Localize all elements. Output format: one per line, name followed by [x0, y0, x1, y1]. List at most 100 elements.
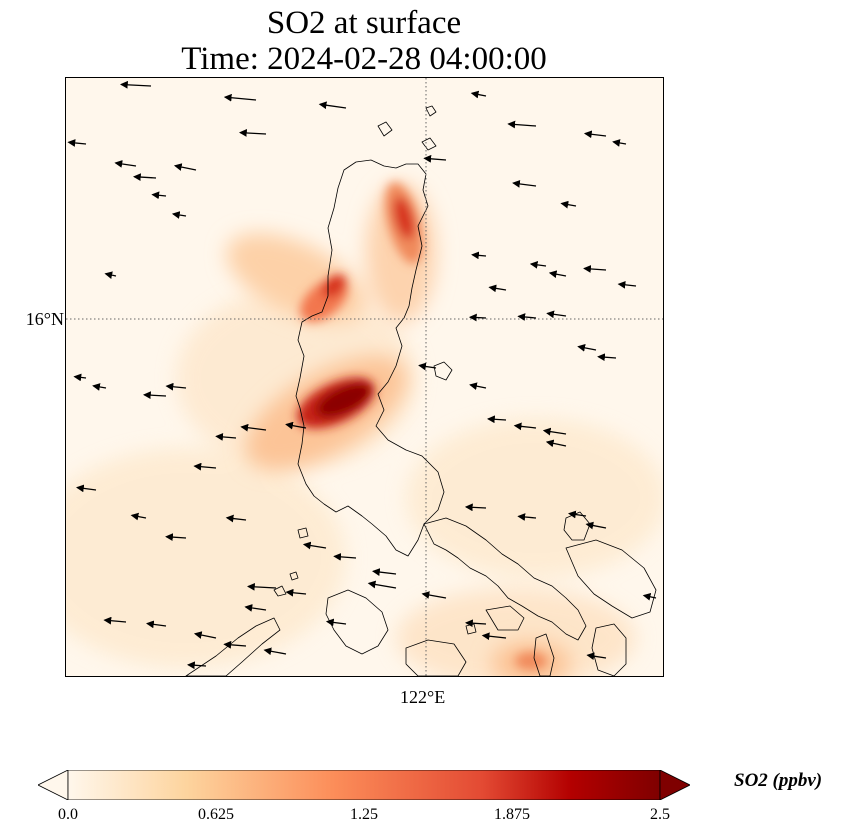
leyte-island: [591, 623, 627, 676]
wind-arrow: [133, 173, 157, 181]
wind-arrow: [193, 462, 217, 471]
wind-arrow: [151, 191, 167, 200]
coastlines: [185, 105, 657, 676]
polillo-island: [433, 361, 453, 381]
wind-arrow: [114, 160, 137, 168]
wind-arrow: [517, 513, 537, 521]
colorbar-tick-4: 2.5: [650, 806, 670, 823]
colorbar-extend-min: [38, 770, 69, 800]
wind-arrow: [512, 180, 537, 188]
wind-arrow: [103, 616, 127, 625]
wind-arrow: [263, 647, 287, 656]
colorbar-extend-max: [659, 770, 690, 800]
wind-arrow: [470, 90, 487, 99]
colorbar-tick-0: 0.0: [58, 806, 78, 823]
wind-arrow: [187, 661, 207, 670]
colorbar-label: SO2 (ppbv): [734, 770, 823, 791]
map-canvas: [66, 78, 663, 676]
cebu-island: [533, 633, 555, 676]
wind-arrow: [225, 514, 247, 523]
panay-island: [405, 639, 467, 676]
wind-arrow: [171, 211, 187, 219]
wind-arrow: [617, 280, 637, 289]
wind-arrow: [545, 439, 567, 448]
colorbar-gradient: [67, 770, 661, 800]
wind-arrow: [568, 510, 587, 519]
wind-arrow: [92, 383, 107, 391]
wind-arrow: [367, 580, 397, 589]
wind-arrow: [247, 582, 277, 591]
wind-arrow: [548, 270, 567, 279]
wind-arrow: [546, 310, 567, 319]
wind-arrow: [146, 620, 167, 629]
wind-arrow: [529, 260, 547, 269]
wind-arrow: [215, 433, 237, 441]
wind-arrow: [143, 391, 167, 400]
wind-arrow: [223, 93, 257, 102]
wind-arrow: [104, 271, 117, 279]
wind-arrow: [507, 120, 537, 129]
latitude-tick-label: 16°N: [25, 309, 64, 329]
wind-vectors: [67, 80, 657, 670]
wind-arrow: [586, 652, 607, 661]
wind-arrow: [333, 552, 357, 561]
wind-arrow: [585, 521, 607, 530]
wind-arrow: [469, 382, 487, 390]
wind-arrow: [240, 423, 267, 432]
wind-arrow: [302, 541, 327, 550]
wind-arrow: [583, 130, 607, 139]
wind-arrow: [76, 484, 97, 493]
colorbar: [38, 770, 690, 800]
wind-arrow: [418, 362, 437, 371]
so2-field: [226, 182, 571, 676]
colorbar-tick-2: 1.25: [350, 806, 378, 823]
wind-arrow: [285, 421, 307, 430]
wind-arrow: [517, 313, 537, 321]
wind-arrow: [67, 139, 87, 147]
masbate-island: [485, 605, 525, 631]
wind-arrow: [487, 415, 507, 424]
wind-arrow: [560, 200, 577, 209]
longitude-tick-label: 122°E: [400, 687, 446, 707]
wind-arrow: [318, 101, 347, 110]
wind-arrow: [173, 163, 197, 171]
wind-arrow: [239, 129, 267, 137]
catanduanes-island: [563, 511, 591, 541]
wind-arrow: [165, 533, 187, 542]
so2-background-haze: [66, 288, 663, 676]
wind-arrow: [464, 503, 487, 512]
samar-island: [565, 539, 657, 619]
wind-arrow: [468, 313, 487, 322]
wind-arrow: [421, 591, 447, 599]
wind-arrow: [120, 80, 152, 89]
colorbar-tick-3: 1.875: [494, 806, 530, 823]
map-panel: [65, 77, 664, 677]
wind-arrow: [165, 382, 187, 391]
chart-time: Time: 2024-02-28 04:00:00: [181, 41, 547, 77]
wind-arrow: [223, 640, 247, 649]
wind-arrow: [244, 604, 267, 612]
wind-arrow: [577, 344, 597, 352]
wind-arrow: [471, 251, 487, 260]
wind-arrow: [130, 512, 147, 521]
babuyan-islands: [377, 105, 437, 151]
wind-arrow: [488, 284, 507, 293]
wind-arrow: [583, 265, 607, 273]
wind-arrow: [73, 373, 87, 382]
wind-arrow: [513, 422, 537, 431]
wind-arrow: [612, 139, 627, 147]
chart-title: SO2 at surface: [266, 5, 462, 41]
southern-hotspot: [515, 652, 547, 670]
wind-arrow: [372, 568, 397, 576]
wind-arrow: [481, 632, 507, 641]
wind-arrow: [642, 593, 657, 601]
bicol-peninsula: [423, 517, 587, 641]
wind-arrow: [465, 619, 487, 628]
wind-arrow: [423, 154, 447, 163]
wind-arrow: [597, 353, 617, 362]
wind-arrow: [542, 427, 567, 436]
wind-arrow: [193, 631, 217, 639]
wind-arrow: [325, 618, 347, 627]
gridlines: [66, 78, 663, 676]
colorbar-tick-1: 0.625: [198, 806, 234, 823]
